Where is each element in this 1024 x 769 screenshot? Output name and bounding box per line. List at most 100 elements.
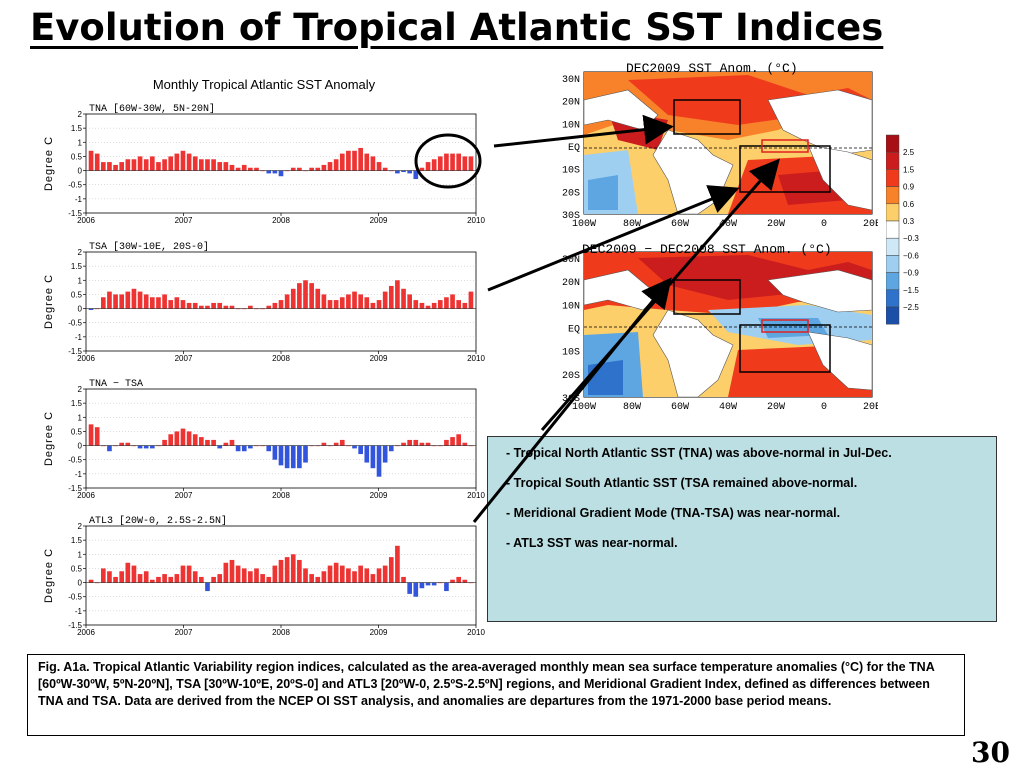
bar <box>180 300 186 309</box>
lon-label: 20E <box>863 219 878 230</box>
lat-label: 20N <box>562 278 580 289</box>
bar <box>162 574 167 583</box>
y-tick-label: -0.5 <box>68 593 82 602</box>
lat-label: 10S <box>562 166 580 177</box>
lat-label: EQ <box>568 325 580 336</box>
map2-lon-labels: 100W 80W 60W 40W 20W 0 20E <box>572 402 878 413</box>
bar <box>376 162 382 171</box>
bar <box>437 445 443 447</box>
bar <box>150 297 155 309</box>
bar <box>309 167 314 171</box>
bar <box>168 576 174 583</box>
bar <box>284 294 290 309</box>
bar <box>431 302 437 309</box>
chart-panel-1: TSA [30W-10E, 20S-0] 2 1.5 1 0.5 0 -0.5 -1 -1.5 D… <box>43 241 485 363</box>
callout-line-tna: - Tropical North Atlantic SST (TNA) was … <box>506 446 892 460</box>
bar <box>272 170 278 174</box>
bar <box>419 442 425 446</box>
bar <box>419 167 425 171</box>
bar <box>174 153 180 171</box>
bar <box>278 170 284 177</box>
bar <box>211 576 216 583</box>
bar <box>278 300 284 309</box>
bar <box>413 582 419 597</box>
x-tick-label: 2006 <box>77 216 95 225</box>
bar <box>199 437 204 446</box>
x-tick-label: 2007 <box>175 216 193 225</box>
bar <box>364 568 370 583</box>
y-tick-label: -1.5 <box>68 209 82 218</box>
bar <box>444 582 449 592</box>
bar <box>150 445 155 449</box>
y-tick-label: -0.5 <box>68 456 82 465</box>
bar <box>401 288 406 309</box>
y-tick-label: 0 <box>78 167 83 176</box>
lon-label: 60W <box>671 219 689 230</box>
bar <box>431 445 437 447</box>
bar <box>395 280 400 309</box>
bar <box>346 568 351 583</box>
bar <box>192 156 198 171</box>
bar <box>107 445 112 452</box>
bar <box>370 156 376 171</box>
colorbar-label: 0.3 <box>903 217 915 226</box>
y-tick-label: -1 <box>75 607 83 616</box>
bar <box>456 434 462 446</box>
bar <box>401 576 406 583</box>
bar <box>456 300 462 309</box>
bar <box>107 291 112 309</box>
bar <box>321 442 327 446</box>
bar <box>223 305 229 309</box>
bar <box>382 445 388 463</box>
bar <box>248 305 253 309</box>
lat-label: 20S <box>562 188 580 199</box>
bar <box>156 297 161 309</box>
y-tick-label: 0 <box>78 579 83 588</box>
bar <box>333 562 339 583</box>
colorbar-swatch <box>886 220 900 239</box>
bar <box>192 571 198 583</box>
chart-title: Monthly Tropical Atlantic SST Anomaly <box>153 77 376 92</box>
bar <box>309 283 314 309</box>
map2-title: DEC2009 − DEC2008 SST Anom. (°C) <box>582 242 832 257</box>
bar <box>180 150 186 171</box>
bar <box>284 557 290 583</box>
lat-label: 20N <box>562 98 580 109</box>
bar <box>339 153 345 171</box>
bar <box>211 439 216 446</box>
bar <box>272 445 278 460</box>
bar <box>346 294 351 309</box>
y-tick-label: 1.5 <box>71 536 83 545</box>
figure-caption: Fig. A1a. Tropical Atlantic Variability … <box>27 654 965 736</box>
bar <box>199 576 204 583</box>
bar <box>346 150 351 171</box>
colorbar-label: −0.9 <box>903 269 919 278</box>
bar <box>358 445 363 455</box>
bar <box>174 574 180 583</box>
colorbar-swatch <box>886 203 900 222</box>
lat-label: 30N <box>562 255 580 266</box>
colorbar-label: −2.5 <box>903 303 919 312</box>
bar <box>382 167 388 171</box>
bar <box>205 305 210 309</box>
lon-label: 40W <box>719 402 737 413</box>
bar <box>94 582 100 584</box>
bar <box>125 291 131 309</box>
y-tick-label: 0.5 <box>71 152 83 161</box>
bar <box>205 582 210 592</box>
bar <box>284 170 290 172</box>
bar <box>315 445 321 447</box>
bar <box>388 445 394 452</box>
colorbar-swatch <box>886 272 900 291</box>
lon-label: 100W <box>572 219 596 230</box>
slide-number: 30 <box>971 736 1010 769</box>
bar <box>450 153 455 171</box>
x-tick-label: 2008 <box>272 491 290 500</box>
bar <box>186 431 192 446</box>
bar <box>137 574 143 583</box>
x-tick-label: 2008 <box>272 216 290 225</box>
bar <box>162 439 167 446</box>
bar <box>254 445 259 447</box>
bar <box>217 302 223 309</box>
